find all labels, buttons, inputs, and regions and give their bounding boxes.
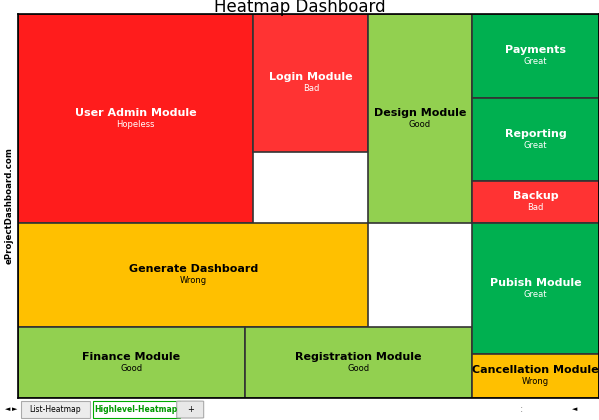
Text: Cancellation Module: Cancellation Module xyxy=(472,365,598,375)
Bar xyxy=(472,14,599,98)
Text: eProjectDashboard.com: eProjectDashboard.com xyxy=(5,147,14,265)
Text: Reporting: Reporting xyxy=(504,129,566,139)
FancyBboxPatch shape xyxy=(177,401,204,418)
Text: List-Heatmap: List-Heatmap xyxy=(29,404,81,414)
Bar xyxy=(18,327,244,398)
Text: Hopeless: Hopeless xyxy=(116,120,155,129)
Text: Bad: Bad xyxy=(527,203,543,213)
FancyBboxPatch shape xyxy=(93,401,180,418)
Text: Design Module: Design Module xyxy=(374,108,466,118)
Text: Great: Great xyxy=(524,58,547,66)
FancyBboxPatch shape xyxy=(21,401,90,418)
Text: ◄: ◄ xyxy=(5,406,10,412)
Text: Good: Good xyxy=(120,364,143,373)
Text: Payments: Payments xyxy=(505,45,566,55)
Text: ►: ► xyxy=(13,406,17,412)
Bar xyxy=(244,327,472,398)
Text: Great: Great xyxy=(524,141,547,150)
Text: Finance Module: Finance Module xyxy=(82,352,180,362)
Text: Pubish Module: Pubish Module xyxy=(489,278,581,288)
Bar xyxy=(472,98,599,181)
Text: ◄: ◄ xyxy=(573,406,577,412)
Text: +: + xyxy=(187,404,193,414)
Bar xyxy=(472,223,599,354)
Text: :: : xyxy=(519,404,523,414)
Bar xyxy=(253,14,368,152)
Text: Registration Module: Registration Module xyxy=(295,352,422,362)
Text: User Admin Module: User Admin Module xyxy=(75,108,196,118)
Text: Generate Dashboard: Generate Dashboard xyxy=(129,264,258,274)
Bar xyxy=(472,181,599,223)
Text: Wrong: Wrong xyxy=(180,276,207,285)
Text: Good: Good xyxy=(409,120,431,129)
Bar xyxy=(472,354,599,398)
Bar xyxy=(18,223,368,327)
Bar xyxy=(18,14,253,223)
Text: Wrong: Wrong xyxy=(522,377,549,386)
Text: Bad: Bad xyxy=(302,84,319,93)
Text: Great: Great xyxy=(524,290,547,299)
Text: Good: Good xyxy=(347,364,369,373)
Bar xyxy=(368,14,472,223)
Text: Login Module: Login Module xyxy=(269,72,353,82)
Text: Highlevel-Heatmap: Highlevel-Heatmap xyxy=(95,404,178,414)
Text: Heatmap Dashboard: Heatmap Dashboard xyxy=(214,0,385,16)
Text: Backup: Backup xyxy=(513,192,558,202)
